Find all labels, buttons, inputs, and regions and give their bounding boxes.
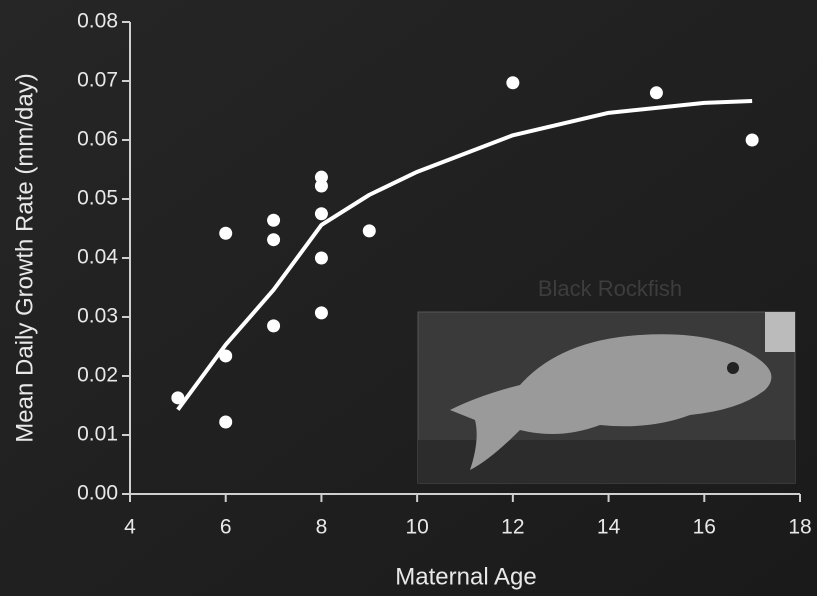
y-tick-label: 0.06 [77,128,118,151]
y-tick-label: 0.05 [77,187,118,210]
y-tick-label: 0.03 [77,305,118,328]
point [746,134,759,147]
point [219,227,232,240]
point [219,349,232,362]
y-axis-title: Mean Daily Growth Rate (mm/day) [11,73,38,442]
y-tick-label: 0.01 [77,423,118,446]
point [315,180,328,193]
y-tick-label: 0.02 [77,364,118,387]
point [315,207,328,220]
point [219,416,232,429]
y-tick-label: 0.00 [77,482,118,505]
x-tick-label: 14 [597,516,621,539]
chart: Black Rockfish Maternal Age Mean Daily G… [0,0,817,596]
y-tick-label: 0.04 [77,246,118,269]
point [315,306,328,319]
x-tick-label: 18 [788,516,811,539]
inset-photo [418,312,795,483]
point [267,233,280,246]
y-tick-label: 0.08 [77,10,118,33]
x-tick-label: 4 [124,516,136,539]
x-tick-label: 16 [693,516,716,539]
y-tick-label: 0.07 [77,69,118,92]
x-tick-label: 10 [405,516,428,539]
point [650,86,663,99]
x-tick-label: 8 [316,516,328,539]
point [315,252,328,265]
x-tick-label: 12 [501,516,524,539]
x-tick-label: 6 [220,516,232,539]
point [267,319,280,332]
annotation: Black Rockfish [538,276,682,301]
point [506,76,519,89]
point [267,214,280,227]
point [171,391,184,404]
point [363,224,376,237]
page: {"chart_data": { "type": "scatter", "x_l… [0,0,817,596]
background [0,0,817,596]
x-axis-title: Maternal Age [395,563,536,590]
